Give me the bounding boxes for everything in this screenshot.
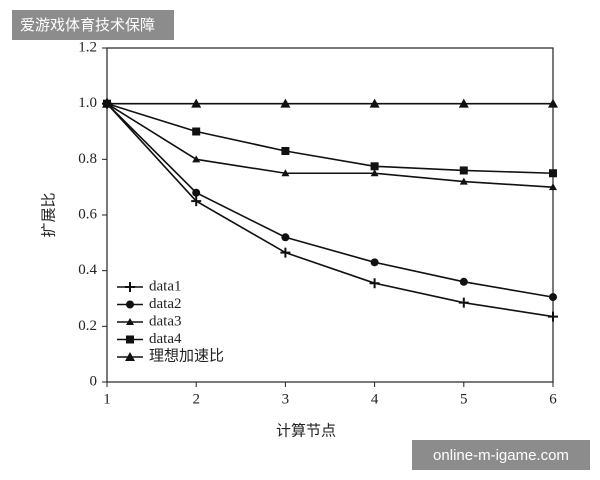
series-line xyxy=(106,102,554,188)
marker xyxy=(548,98,558,108)
marker xyxy=(459,177,468,185)
marker xyxy=(126,335,134,344)
y-tick-label: 1.2 xyxy=(78,39,97,55)
marker xyxy=(458,297,469,308)
marker xyxy=(281,169,290,177)
marker xyxy=(370,169,379,177)
marker xyxy=(549,169,557,178)
marker xyxy=(370,258,379,267)
x-tick-label: 1 xyxy=(103,391,111,407)
y-axis-label: 扩展比 xyxy=(40,192,57,237)
marker xyxy=(459,277,468,286)
marker xyxy=(125,282,135,292)
y-tick-label: 0.4 xyxy=(78,262,97,278)
legend-label: data1 xyxy=(149,278,181,294)
marker xyxy=(192,188,201,197)
marker xyxy=(281,233,290,242)
y-tick-label: 1.0 xyxy=(78,95,97,111)
y-tick-label: 0.8 xyxy=(78,151,97,167)
series-line xyxy=(106,103,554,318)
marker xyxy=(458,98,469,108)
x-tick-label: 2 xyxy=(192,391,200,407)
watermark-box xyxy=(412,440,590,470)
y-tick-label: 0.2 xyxy=(78,318,97,334)
marker xyxy=(192,155,201,163)
marker xyxy=(459,166,468,175)
x-axis-label: 计算节点 xyxy=(276,421,336,439)
marker xyxy=(369,98,380,108)
marker xyxy=(102,98,112,108)
legend-label: data3 xyxy=(149,313,181,329)
watermark: online-m-igame.com xyxy=(433,447,569,464)
marker xyxy=(370,162,379,171)
watermark-box xyxy=(12,10,174,40)
marker xyxy=(549,293,557,302)
legend-label: data4 xyxy=(149,331,182,347)
legend-label: data2 xyxy=(149,296,181,312)
marker xyxy=(281,146,290,155)
marker xyxy=(548,311,558,322)
marker xyxy=(280,98,291,108)
marker xyxy=(126,318,134,325)
marker xyxy=(125,352,135,361)
marker xyxy=(549,183,557,191)
x-tick-label: 5 xyxy=(460,391,468,407)
marker xyxy=(280,247,291,258)
y-tick-label: 0.6 xyxy=(78,206,97,222)
series-line xyxy=(106,102,554,175)
marker xyxy=(369,278,380,289)
series-line xyxy=(106,103,554,298)
marker xyxy=(191,196,202,207)
x-tick-label: 6 xyxy=(549,391,557,407)
marker xyxy=(191,98,202,108)
x-tick-label: 4 xyxy=(371,391,379,407)
y-tick-label: 0 xyxy=(90,373,98,389)
x-tick-label: 3 xyxy=(282,391,290,407)
legend-label: 理想加速比 xyxy=(149,347,224,364)
marker xyxy=(126,300,134,309)
marker xyxy=(192,127,201,136)
watermark: 爱游戏体育技术保障 xyxy=(20,16,155,34)
